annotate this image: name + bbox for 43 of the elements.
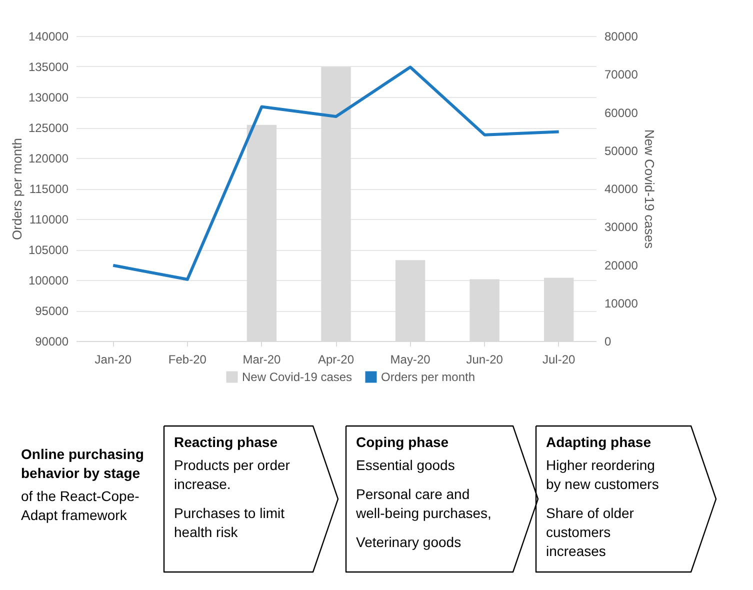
y2-tick-label: 50000 xyxy=(604,144,638,158)
text: Products per order increase. xyxy=(174,457,290,492)
line-series xyxy=(112,66,560,281)
text: Purchases to limit health risk xyxy=(174,505,285,540)
text: Adapting phase xyxy=(546,434,652,450)
y2-tick-label: 60000 xyxy=(604,106,638,120)
y2-tick-label: 20000 xyxy=(604,258,638,272)
y2-tick-label: 70000 xyxy=(604,68,638,82)
y-tick-label: 120000 xyxy=(28,152,69,166)
text: Coping phase xyxy=(356,434,449,450)
y2-axis-title: New Covid-19 cases xyxy=(642,129,657,250)
text: Essential goods xyxy=(356,457,455,473)
y2-tick-label: 40000 xyxy=(604,182,638,196)
y-tick-label: 130000 xyxy=(28,90,69,104)
y-tick-label: 110000 xyxy=(29,212,69,226)
y-tick-label: 125000 xyxy=(28,121,69,135)
y-tick-label: 100000 xyxy=(28,274,69,288)
y-tick-label: 105000 xyxy=(28,243,69,257)
y2-tick-label: 10000 xyxy=(604,296,638,310)
x-tick-label: Jul-20 xyxy=(542,352,576,366)
x-tick-label: Apr-20 xyxy=(318,352,354,366)
y-tick-label: 95000 xyxy=(35,304,69,318)
x-tick-label: Jun-20 xyxy=(466,352,504,366)
x-tick-label: May-20 xyxy=(390,352,431,366)
y-axis-title: Orders per month xyxy=(9,138,24,240)
text: Share of older customers increases xyxy=(546,505,634,559)
legend-label: New Covid-19 cases xyxy=(242,370,352,384)
y2-tick-label: 30000 xyxy=(604,220,638,234)
text: Personal care and well-being purchases, xyxy=(355,486,492,521)
legend-label: Orders per month xyxy=(381,370,476,384)
y2-tick-label: 0 xyxy=(604,334,612,348)
x-tick-label: Mar-20 xyxy=(242,352,282,366)
y-tick-label: 135000 xyxy=(28,60,69,74)
text: Reacting phase xyxy=(174,434,278,450)
y-tick-label: 140000 xyxy=(28,30,69,44)
text: of the React-Cope- Adapt framework xyxy=(21,488,140,523)
y2-tick-label: 80000 xyxy=(604,30,638,44)
text: Veterinary goods xyxy=(356,534,462,550)
x-tick-label: Feb-20 xyxy=(168,352,207,366)
x-tick-label: Jan-20 xyxy=(94,352,132,366)
text: Higher reordering by new customers xyxy=(546,457,659,492)
y-tick-label: 115000 xyxy=(29,182,69,196)
y-tick-label: 90000 xyxy=(35,334,69,348)
